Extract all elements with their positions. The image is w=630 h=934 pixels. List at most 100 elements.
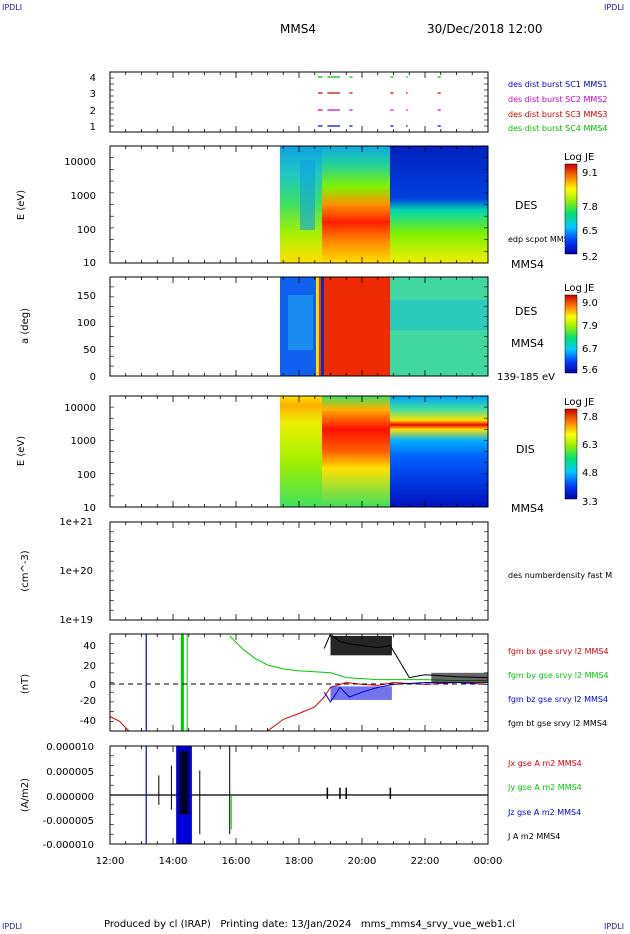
current-legend-j: J A m2 MMS4 [507,832,560,841]
current-ytick-m10: -0.000010 [43,840,94,851]
dis-energy-cbar-tick-1: 7.8 [582,412,598,423]
dis-energy-region-early [280,396,322,507]
dis-energy-cbar-tick-2: 6.3 [582,440,598,451]
panel-fgm: -40 -20 0 20 40 (nT) fgm bx gse srvy l2 … [20,633,609,732]
dis-energy-cbar-title: Log JE [564,397,594,408]
fgm-ylabel: (nT) [20,674,31,694]
des-energy-ylabel: E (eV) [16,190,27,220]
fgm-spike-by [180,634,184,731]
current-ytick-m5: -0.000005 [43,816,94,827]
des-pitch-ytick-150: 150 [77,291,96,302]
density-ytick-1e19: 1e+19 [59,615,93,626]
dis-energy-ytick-100: 100 [77,470,96,481]
des-pitch-label: DES [515,305,537,318]
des-energy-scpot: edp scpot MMS4 [508,235,574,244]
des-energy-mms4: MMS4 [511,258,544,271]
des-pitch-cbar-tick-3: 6.7 [582,344,598,355]
density-frame [109,521,489,621]
des-energy-cbar-tick-2: 7.8 [582,202,598,213]
fgm-ytick-0: 0 [90,680,96,691]
corner-mark-bottom-right: IPDLI [604,922,625,931]
density-ylabel: (cm^-3) [20,550,31,591]
current-ylabel: (A/m2) [20,778,31,812]
des-energy-ytick-100: 100 [77,225,96,236]
x-tick-label: 18:00 [285,856,314,867]
dis-energy-region-late [390,396,488,507]
current-legend-jz: Jz gse A m2 MMS4 [507,808,581,817]
des-pitch-cbar-title: Log JE [564,283,594,294]
footer-credits: Produced by cl (IRAP) Printing date: 13/… [104,919,515,930]
des-energy-cbar-tick-4: 5.2 [582,252,598,263]
des-energy-ytick-10000: 10000 [64,157,96,168]
x-tick-label: 14:00 [159,856,188,867]
dis-energy-cbar-tick-3: 4.8 [582,468,598,479]
des-energy-ytick-1000: 1000 [71,191,96,202]
des-pitch-ytick-50: 50 [83,345,96,356]
fgm-bt-noise [330,635,392,656]
des-pitch-region-late-mid [390,300,488,330]
burst-legend-1: des dist burst SC1 MMS1 [508,80,607,89]
panel-des-pitch: 0 50 100 150 a (deg) DES MMS4 139-185 eV… [20,276,598,383]
panel-density: 1e+19 1e+20 1e+21 (cm^-3) des numberdens… [20,517,612,626]
des-energy-label: DES [515,199,537,212]
des-energy-cbar-tick-1: 9.1 [582,168,598,179]
burst-ytick-2: 2 [90,106,96,117]
fgm-legend-bt: fgm bt gse srvy l2 MMS4 [508,719,607,728]
x-tick-label: 16:00 [222,856,251,867]
fgm-ytick-40: 40 [83,641,96,652]
des-energy-ytick-10: 10 [83,258,96,269]
fgm-bz-noise [330,686,392,700]
axis-ticks [109,72,489,844]
fgm-marks [109,633,489,732]
dis-energy-label: DIS [516,443,535,456]
dis-energy-ytick-10000: 10000 [64,403,96,414]
current-marks [110,746,488,844]
des-energy-region-late [390,146,488,263]
des-pitch-region-hot [324,277,390,376]
fgm-series-line [229,635,488,682]
x-axis-labels: 12:00 14:00 16:00 18:00 20:00 22:00 00:00 [96,856,503,867]
des-energy-cbar-title: Log JE [564,152,594,163]
des-pitch-cbar-tick-4: 5.6 [582,365,598,376]
burst-marks [317,76,441,127]
des-pitch-stripe-yellow [316,277,319,376]
burst-legend-4: des dist burst SC4 MMS4 [508,124,607,133]
corner-mark-top-left: IPDLI [2,3,23,12]
x-tick-label: 12:00 [96,856,125,867]
dis-energy-mms4: MMS4 [511,502,544,515]
current-legend-jy: Jy gse A m2 MMS4 [507,783,582,792]
dis-energy-ylabel: E (eV) [16,436,27,466]
burst-legend-2: des dist burst SC2 MMS2 [508,95,607,104]
des-energy-region-hot [322,146,390,263]
burst-legend-3: des dist burst SC3 MMS3 [508,110,607,119]
des-energy-colorbar [564,163,578,255]
x-tick-label: 00:00 [474,856,503,867]
corner-mark-bottom-left: IPDLI [2,922,23,931]
fgm-legend-bz: fgm bz gse srvy l2 MMS4 [508,695,608,704]
current-j-block [179,750,189,815]
density-ytick-1e20: 1e+20 [59,566,93,577]
des-pitch-mms4: MMS4 [511,337,544,350]
date-title: 30/Dec/2018 12:00 [427,22,543,36]
x-tick-label: 20:00 [348,856,377,867]
panel-burst: des dist burst SC1 MMS1 des dist burst S… [90,71,607,133]
panel-current: -0.000010 -0.000005 0.000000 0.000005 0.… [20,742,582,851]
fgm-bt-late-noise [431,672,488,683]
burst-frame [109,71,489,133]
des-pitch-cbar-tick-2: 7.9 [582,321,598,332]
fgm-series-line [109,681,488,732]
fgm-legend-bx: fgm bx gse srvy l2 MMS4 [508,647,609,656]
dis-energy-region-hot [322,396,390,507]
dis-energy-ytick-1000: 1000 [71,436,96,447]
burst-ytick-4: 4 [90,73,96,84]
burst-ytick-3: 3 [90,89,96,100]
des-energy-cbar-tick-3: 6.5 [582,226,598,237]
x-tick-label: 22:00 [411,856,440,867]
corner-mark-top-right: IPDLI [604,3,625,12]
density-ytick-1e21: 1e+21 [59,517,93,528]
burst-ytick-1: 1 [90,122,96,133]
dis-energy-cbar-tick-4: 3.3 [582,497,598,508]
dis-energy-ytick-10: 10 [83,503,96,514]
des-pitch-ytick-0: 0 [90,372,96,383]
fgm-ytick-m40: -40 [80,716,96,727]
